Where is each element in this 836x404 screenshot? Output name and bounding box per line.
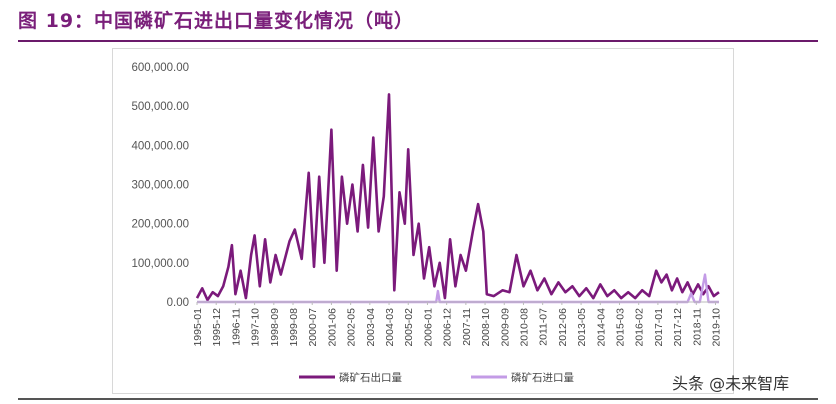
x-tick-label: 2005-02 [403, 308, 415, 347]
export-import-line-chart: 600,000.00 500,000.00 400,000.00 300,000.00… [131, 62, 723, 384]
y-tick-label: 200,000.00 [131, 219, 189, 231]
x-tick-label: 2006-01 [422, 308, 434, 347]
title-rule [18, 40, 818, 42]
y-tick-label: 500,000.00 [131, 101, 189, 113]
x-tick-label: 2014-04 [595, 308, 607, 347]
legend-label-import: 磷矿石进口量 [511, 371, 574, 384]
x-tick-label: 2003-04 [365, 308, 377, 347]
x-tick-label: 1996-11 [230, 308, 242, 346]
x-tick-label: 2001-06 [326, 308, 338, 347]
legend: 磷矿石出口量 磷矿石进口量 [299, 371, 574, 384]
x-tick-label: 2004-03 [384, 308, 396, 347]
series-line-import [197, 273, 719, 304]
x-tick-label: 2007-11 [461, 308, 473, 346]
x-tick-label: 1998-09 [269, 308, 281, 347]
x-tick-label: 2011-07 [538, 308, 550, 346]
chart-frame: 600,000.00 500,000.00 400,000.00 300,000.00… [112, 48, 734, 394]
watermark: 头条 @未来智库 [672, 374, 790, 393]
y-axis: 600,000.00 500,000.00 400,000.00 300,000.00… [131, 62, 189, 309]
x-tick-label: 1995-01 [192, 308, 204, 347]
x-tick-label: 1995-12 [211, 308, 223, 347]
x-tick-label: 2019-10 [711, 308, 723, 347]
x-tick-label: 1997-10 [250, 308, 262, 347]
x-tick-label: 2009-09 [499, 308, 511, 347]
bottom-rule [18, 398, 818, 400]
x-tick-label: 2010-08 [518, 308, 530, 347]
y-tick-label: 300,000.00 [131, 180, 189, 192]
y-tick-label: 100,000.00 [131, 258, 189, 270]
y-tick-label: 600,000.00 [131, 62, 189, 74]
x-tick-label: 1999-08 [288, 308, 300, 347]
x-tick-label: 2000-07 [307, 308, 319, 347]
x-tick-label: 2002-05 [346, 308, 358, 347]
y-tick-label: 0.00 [167, 297, 189, 309]
x-tick-label: 2015-03 [614, 308, 626, 347]
figure-title: 图 19：中国磷矿石进出口量变化情况（吨） [18, 10, 415, 32]
x-tick-label: 2006-12 [442, 308, 454, 347]
series-line-export [195, 93, 720, 302]
x-axis-ticks: 1995-01 1995-12 1996-11 1997-10 1998-09 1999-… [192, 302, 723, 347]
y-tick-label: 400,000.00 [131, 140, 189, 152]
x-tick-label: 2017-01 [653, 308, 665, 347]
series-layer [195, 93, 720, 304]
x-tick-label: 2008-10 [480, 308, 492, 347]
x-tick-label: 2013-05 [576, 308, 588, 347]
legend-label-export: 磷矿石出口量 [339, 371, 402, 384]
x-tick-label: 2012-06 [557, 308, 569, 347]
x-tick-label: 2018-11 [691, 308, 703, 346]
x-tick-label: 2017-12 [672, 308, 684, 347]
x-tick-label: 2016-02 [634, 308, 646, 347]
